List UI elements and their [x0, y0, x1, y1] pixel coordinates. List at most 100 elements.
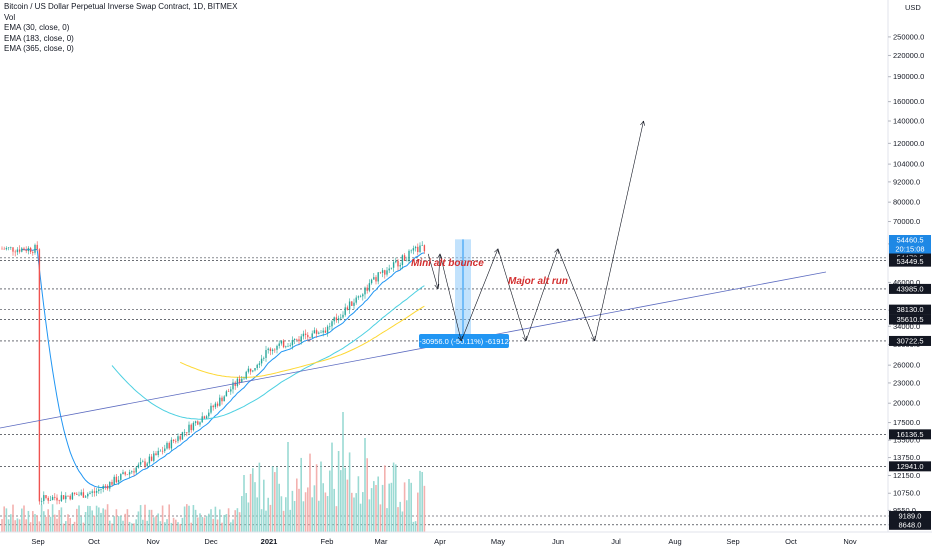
measure-label-bg — [419, 334, 509, 348]
annotation-mini-alt-bounce: Mini alt bounce — [411, 258, 484, 269]
volume-bar — [359, 503, 362, 532]
projection-segment — [427, 253, 439, 289]
candle-body — [357, 296, 360, 298]
volume-bar — [249, 473, 252, 532]
candle-body — [201, 416, 203, 423]
volume-bar — [139, 505, 142, 532]
volume-bar — [144, 504, 146, 532]
candle-body — [190, 424, 192, 431]
projection-segment — [594, 120, 644, 342]
candle-body — [10, 247, 12, 248]
candle-body — [335, 317, 338, 321]
volume-bar — [236, 508, 239, 532]
candle-body — [150, 456, 153, 461]
candle-body — [397, 260, 399, 267]
candle-body — [14, 251, 16, 253]
volume-bar — [148, 509, 151, 532]
candle-body — [199, 422, 201, 425]
volume-bar — [181, 517, 184, 532]
candle-body — [131, 471, 133, 473]
candle-body — [307, 334, 309, 338]
candle-body — [102, 485, 104, 490]
volume-bar — [155, 516, 157, 532]
annotations[interactable]: Mini alt bounce Major alt run — [411, 258, 568, 287]
projection-arrowhead — [643, 120, 645, 126]
candle-body — [238, 378, 241, 383]
volume-bar — [210, 509, 212, 532]
projection-arrowhead — [554, 248, 559, 253]
volume-bars — [1, 412, 426, 532]
price-label-bg — [889, 304, 931, 315]
candle-body — [95, 491, 98, 493]
volume-bar — [271, 466, 274, 532]
volume-bar — [318, 500, 320, 532]
volume-bar — [78, 505, 80, 532]
projection-arrowhead — [640, 120, 644, 126]
candle-body — [45, 495, 47, 498]
price-tick-label: 12150.0 — [893, 471, 920, 480]
candle-body — [278, 343, 280, 346]
price-label: 30722.5 — [896, 337, 923, 346]
support-trendline — [0, 271, 827, 429]
measure-tool[interactable]: -30956.0 (-50.11%) -61912 — [419, 239, 509, 348]
candle-body — [51, 496, 54, 500]
candle-body — [181, 432, 184, 440]
candle-body — [399, 265, 401, 267]
volume-bar — [146, 520, 148, 532]
volume-bar — [390, 482, 393, 532]
candle-body — [91, 491, 93, 493]
volume-bar — [366, 458, 368, 532]
symbol-title[interactable]: Bitcoin / US Dollar Perpetual Inverse Sw… — [4, 2, 238, 11]
time-axis[interactable]: Sep Oct Nov Dec 2021 Feb Mar Apr May Jun Jul Aug Sep… — [0, 531, 932, 546]
volume-bar — [392, 462, 395, 532]
time-tick-label: Jun — [552, 537, 564, 546]
price-tick-label: 26000.0 — [893, 361, 920, 370]
price-axis-unit: USD — [905, 3, 921, 12]
candle-body — [241, 378, 243, 383]
volume-bar — [320, 461, 322, 532]
price-tick-label: 13750.0 — [893, 453, 920, 462]
volume-bar — [67, 514, 69, 532]
candle-body — [170, 439, 173, 449]
candle-body — [76, 493, 78, 495]
projection-arrowhead — [522, 337, 527, 342]
volume-bar — [307, 487, 309, 532]
indicator-ema365[interactable]: EMA (365, close, 0) — [4, 44, 74, 53]
candle-body — [177, 436, 179, 442]
indicator-vol[interactable]: Vol — [4, 12, 16, 22]
volume-bar — [161, 505, 164, 532]
volume-bar — [254, 482, 256, 532]
price-label-bg — [889, 519, 931, 530]
volume-bar — [126, 509, 129, 532]
candle-body — [122, 472, 124, 475]
time-tick-label: Dec — [204, 537, 218, 546]
candle-body — [256, 364, 258, 369]
candle-body — [164, 448, 166, 452]
price-label: 12941.0 — [896, 462, 923, 471]
candle-body — [21, 248, 23, 252]
volume-bar — [159, 521, 162, 532]
candle-body — [197, 421, 199, 425]
projection-path[interactable] — [427, 120, 645, 342]
candle-body — [260, 358, 263, 364]
trendline[interactable] — [0, 271, 827, 429]
indicator-ema183[interactable]: EMA (183, close, 0) — [4, 33, 74, 43]
volume-bar — [302, 501, 305, 532]
candle-body — [144, 461, 146, 466]
candle-body — [355, 297, 357, 303]
price-tick-label: 23000.0 — [893, 378, 920, 387]
candle-body — [216, 403, 219, 406]
price-tick-label: 190000.0 — [893, 72, 924, 81]
candle-body — [38, 249, 41, 502]
candle-body — [384, 270, 386, 275]
volume-bar — [289, 509, 291, 532]
candle-body — [18, 249, 21, 252]
candle-body — [188, 424, 190, 433]
candle-body — [366, 287, 368, 291]
price-tick-label: 250000.0 — [893, 32, 924, 41]
volume-bar — [124, 513, 126, 532]
candle-body — [359, 296, 362, 297]
indicator-ema30[interactable]: EMA (30, close, 0) — [4, 23, 70, 32]
